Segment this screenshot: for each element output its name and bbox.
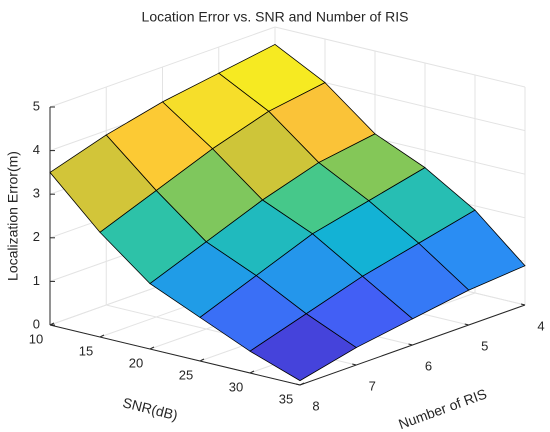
x-tick-label: 20	[129, 355, 143, 370]
surface-face	[249, 313, 357, 382]
tick-mark	[49, 322, 55, 326]
y-tick-label: 7	[369, 378, 376, 393]
tick-mark	[352, 363, 357, 366]
tick-mark	[99, 334, 105, 338]
z-tick-label: 3	[33, 186, 40, 201]
tick-mark	[295, 383, 301, 386]
tick-mark	[249, 370, 255, 374]
y-tick-label: 4	[537, 318, 544, 333]
x-axis-label: SNR(dB)	[121, 394, 179, 423]
tick-mark	[199, 358, 205, 362]
z-tick-label: 2	[33, 229, 40, 244]
tick-mark	[408, 343, 413, 346]
z-tick-label: 4	[33, 142, 40, 157]
z-tick-label: 1	[33, 273, 40, 288]
chart-title: Location Error vs. SNR and Number of RIS	[142, 9, 409, 25]
tick-mark	[464, 323, 469, 326]
x-tick-label: 35	[279, 391, 293, 406]
y-tick-label: 5	[481, 338, 488, 353]
x-tick-label: 15	[79, 343, 93, 358]
y-tick-label: 8	[312, 398, 319, 413]
z-tick-label: 0	[33, 316, 40, 331]
grid-line	[274, 26, 526, 88]
axis-line	[49, 324, 301, 386]
z-axis-label: Localization Error(m)	[5, 151, 21, 281]
y-tick-label: 6	[425, 358, 432, 373]
x-tick-label: 25	[179, 367, 193, 382]
x-tick-label: 30	[229, 379, 243, 394]
x-tick-label: 10	[29, 331, 43, 346]
y-axis-label: Number of RIS	[396, 385, 488, 432]
tick-mark	[299, 382, 305, 386]
z-tick-label: 5	[33, 98, 40, 113]
tick-mark	[149, 346, 155, 350]
tick-mark	[520, 303, 526, 306]
